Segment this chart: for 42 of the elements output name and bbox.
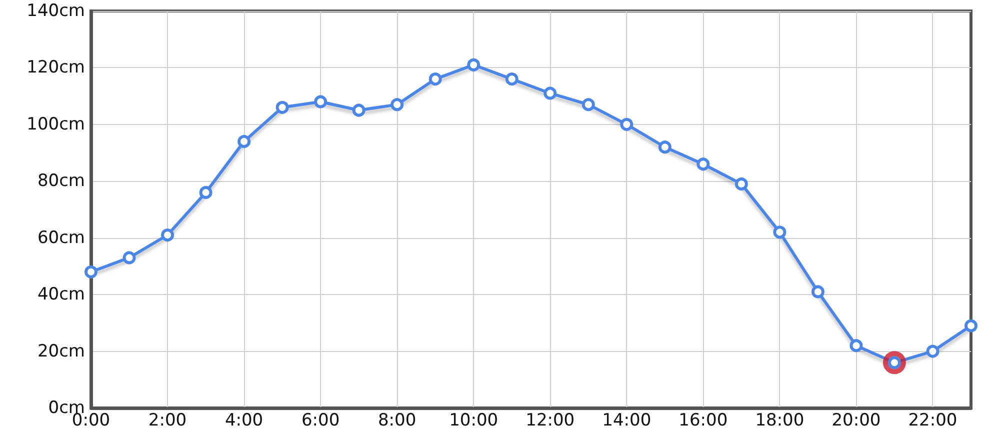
x-tick-label: 14:00: [602, 410, 652, 430]
y-tick-label: 20cm: [37, 341, 85, 362]
x-tick-label: 12:00: [526, 410, 575, 430]
x-tick-label: 22:00: [908, 410, 958, 430]
point: [926, 344, 940, 358]
point: [505, 72, 518, 86]
point: [467, 58, 480, 72]
point: [122, 251, 136, 264]
point: [734, 177, 748, 190]
y-tick-label: 140cm: [26, 1, 85, 21]
x-tick-label: 4:00: [224, 410, 264, 430]
x-tick-label: 16:00: [678, 410, 728, 430]
y-tick-label: 120cm: [26, 58, 85, 78]
point: [620, 118, 634, 131]
point: [882, 351, 906, 374]
point: [696, 158, 710, 171]
x-tick-label: 6:00: [301, 410, 340, 430]
x-tick-label: 18:00: [755, 410, 804, 430]
point: [352, 104, 366, 117]
point: [84, 265, 98, 278]
point: [238, 134, 251, 148]
point: [314, 95, 328, 108]
point: [811, 285, 824, 298]
y-tick-label: 40cm: [37, 284, 85, 305]
point: [658, 140, 672, 154]
point: [582, 98, 595, 112]
x-tick-label: 2:00: [148, 410, 187, 430]
y-tick-label: 80cm: [37, 171, 85, 192]
x-tick-label: 20:00: [832, 410, 881, 430]
point: [428, 72, 442, 86]
y-tick-label: 60cm: [37, 228, 85, 248]
point: [390, 98, 404, 112]
point: [544, 86, 557, 100]
point: [276, 100, 289, 114]
x-tick-label: 10:00: [449, 410, 498, 430]
x-tick-label: 8:00: [378, 410, 416, 430]
point: [773, 226, 786, 239]
point: [199, 186, 212, 199]
point: [850, 339, 863, 352]
point: [964, 319, 978, 332]
point: [161, 228, 174, 242]
y-tick-label: 100cm: [26, 114, 85, 134]
